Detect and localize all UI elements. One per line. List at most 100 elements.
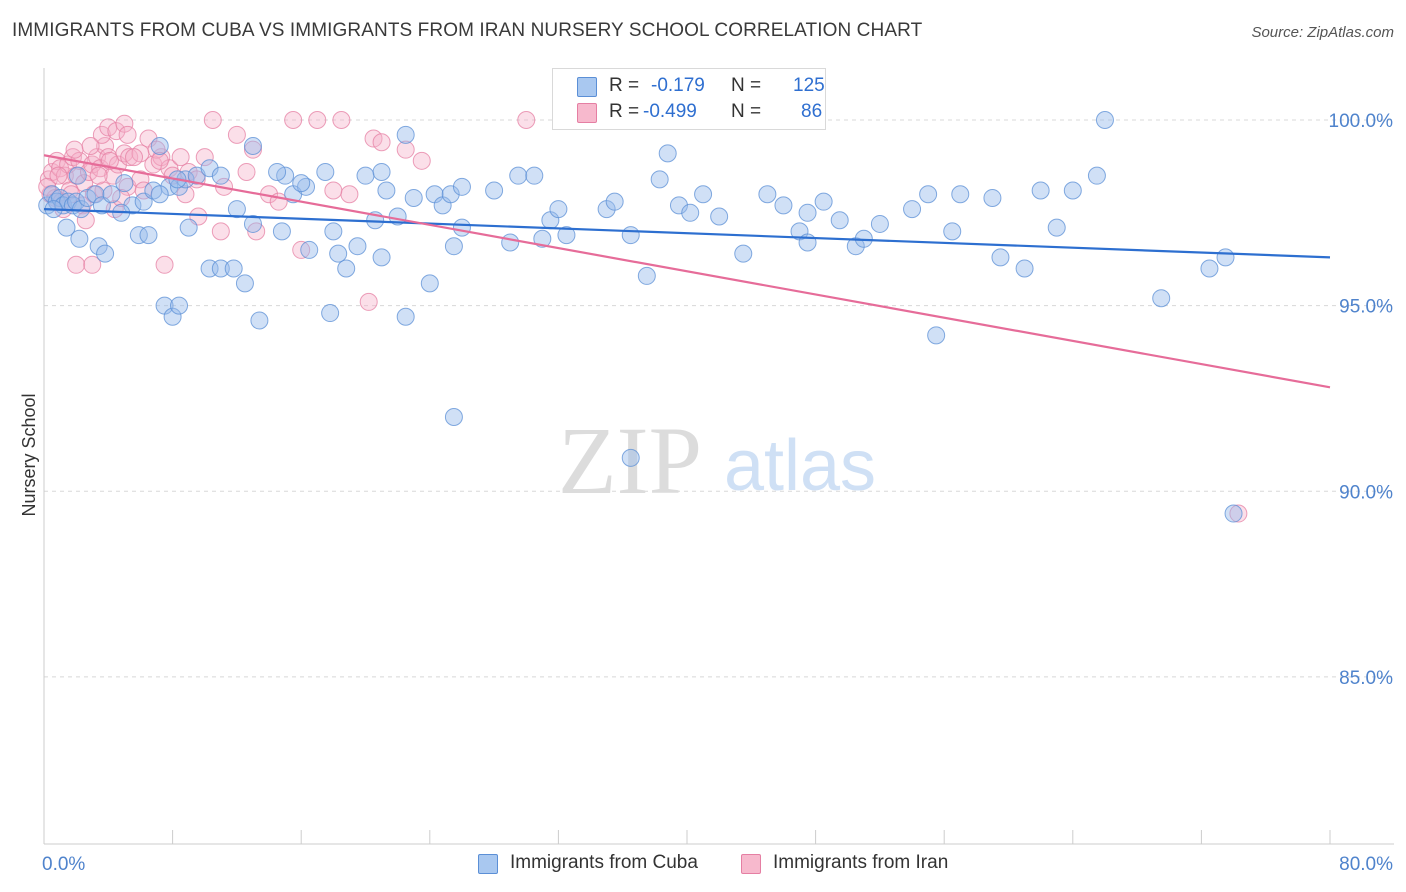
- iran-point: [227, 125, 246, 144]
- cuba-point: [337, 259, 356, 278]
- cuba-point: [485, 181, 504, 200]
- iran-point: [372, 133, 391, 152]
- iran-point: [396, 140, 415, 159]
- iran-point: [115, 144, 134, 163]
- cuba-point: [356, 166, 375, 185]
- cuba-point: [991, 248, 1010, 267]
- cuba-point: [444, 408, 463, 427]
- watermark-atlas: atlas: [724, 426, 876, 506]
- cuba-point: [200, 159, 219, 178]
- iran-point: [412, 151, 431, 170]
- cuba-point: [452, 218, 471, 237]
- iran-point: [150, 151, 169, 170]
- cuba-point: [243, 214, 262, 233]
- grid-lines: [44, 119, 1394, 678]
- cuba-point: [129, 226, 148, 245]
- cuba-point: [758, 185, 777, 204]
- cuba-point: [1063, 181, 1082, 200]
- cuba-point: [798, 203, 817, 222]
- cuba-point: [224, 259, 243, 278]
- iran-point: [81, 136, 100, 155]
- cuba-point: [300, 240, 319, 259]
- cuba-point: [533, 229, 552, 248]
- y-tick-label: 90.0%: [1339, 482, 1393, 503]
- cuba-point: [814, 192, 833, 211]
- cuba-point: [549, 200, 568, 219]
- cuba-point: [557, 226, 576, 245]
- iran-point: [211, 222, 230, 241]
- cuba-point: [70, 229, 89, 248]
- cuba-point: [441, 185, 460, 204]
- cuba-n-value: 125: [793, 75, 825, 96]
- cuba-point: [658, 144, 677, 163]
- cuba-point: [525, 166, 544, 185]
- axes: [43, 68, 1394, 845]
- cuba-point: [96, 244, 115, 263]
- cuba-point: [227, 200, 246, 219]
- cuba-trend-line: [43, 207, 1331, 259]
- cuba-point: [927, 326, 946, 345]
- iran-trend-line: [43, 154, 1331, 389]
- cuba-point: [694, 185, 713, 204]
- r-label: R =: [609, 101, 640, 122]
- cuba-legend-label: Immigrants from Cuba: [510, 852, 698, 873]
- correlation-legend: R = -0.179 N = 125 R = -0.499 N = 86: [552, 68, 826, 130]
- chart-title: IMMIGRANTS FROM CUBA VS IMMIGRANTS FROM …: [12, 20, 923, 41]
- cuba-point: [983, 188, 1002, 207]
- cuba-point: [329, 244, 348, 263]
- cuba-point: [444, 237, 463, 256]
- iran-point: [49, 166, 68, 185]
- cuba-point: [268, 162, 287, 181]
- r-label: R =: [609, 75, 640, 96]
- cuba-point: [1015, 259, 1034, 278]
- iran-point: [324, 181, 343, 200]
- iran-point: [83, 255, 102, 274]
- iran-point: [308, 110, 327, 129]
- cuba-point: [57, 218, 76, 237]
- axis-labels: 85.0% 90.0% 95.0% 100.0% 0.0% 80.0% Nursery Sc…: [19, 111, 1393, 875]
- n-label: N =: [731, 101, 762, 122]
- cuba-point: [404, 188, 423, 207]
- cuba-point: [123, 196, 142, 215]
- iran-r-value: -0.499: [643, 101, 697, 122]
- iran-legend-swatch: [741, 854, 761, 874]
- cuba-point: [297, 177, 316, 196]
- cuba-point: [1031, 181, 1050, 200]
- cuba-point: [292, 174, 311, 193]
- iran-point: [171, 148, 190, 167]
- iran-swatch: [577, 103, 597, 123]
- iran-point: [67, 255, 86, 274]
- cuba-point: [170, 296, 189, 315]
- cuba-point: [621, 226, 640, 245]
- iran-point: [517, 110, 536, 129]
- cuba-point: [211, 259, 230, 278]
- cuba-point: [1224, 504, 1243, 523]
- cuba-point: [102, 185, 121, 204]
- iran-point: [359, 292, 378, 311]
- cuba-point: [170, 177, 189, 196]
- cuba-point: [68, 166, 87, 185]
- iran-point: [120, 148, 139, 167]
- y-tick-label: 100.0%: [1329, 111, 1394, 132]
- y-tick-label: 95.0%: [1339, 297, 1393, 318]
- iran-point: [243, 140, 262, 159]
- iran-point: [203, 110, 222, 129]
- cuba-point: [605, 192, 624, 211]
- iran-point: [89, 166, 108, 185]
- cuba-point: [372, 162, 391, 181]
- iran-point: [65, 140, 84, 159]
- cuba-points: [38, 110, 1243, 523]
- iran-point: [340, 185, 359, 204]
- cuba-point: [348, 237, 367, 256]
- trend-lines: [43, 154, 1331, 389]
- cuba-point: [1216, 248, 1235, 267]
- cuba-point: [179, 218, 198, 237]
- cuba-point: [420, 274, 439, 293]
- cuba-point: [919, 185, 938, 204]
- cuba-point: [452, 177, 471, 196]
- iran-point: [332, 110, 351, 129]
- cuba-point: [235, 274, 254, 293]
- cuba-point: [669, 196, 688, 215]
- cuba-point: [139, 226, 158, 245]
